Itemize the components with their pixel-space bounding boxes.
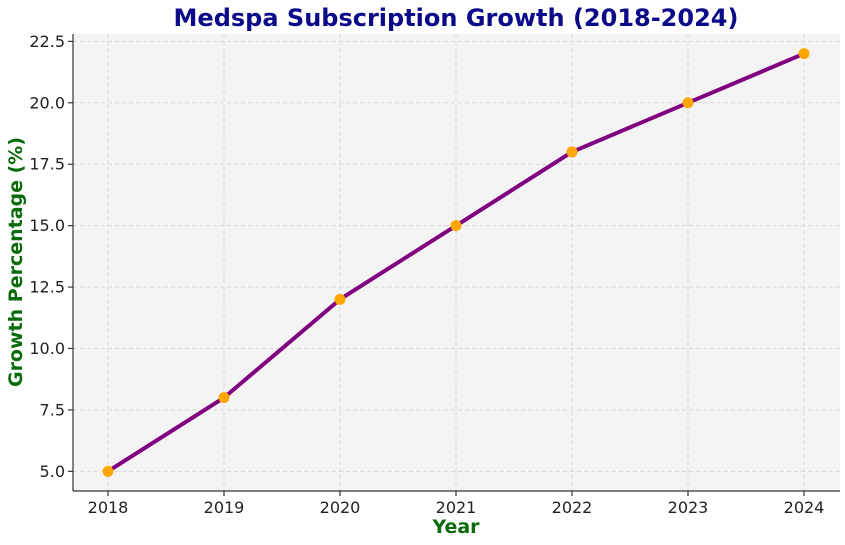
y-tick-label: 20.0	[29, 93, 65, 112]
data-point	[450, 220, 462, 232]
axis-ticks: 5.0 7.5 10.0 12.5 15.0 17.5 20.0 22.5 2018 2019 20…	[29, 32, 824, 517]
y-tick-label: 5.0	[40, 462, 65, 481]
data-point	[334, 293, 346, 305]
data-point	[218, 392, 230, 404]
x-tick-label: 2021	[436, 498, 477, 517]
y-tick-label: 10.0	[29, 339, 65, 358]
data-point	[566, 146, 578, 158]
x-tick-label: 2024	[784, 498, 825, 517]
x-axis-label: Year	[431, 516, 480, 538]
data-point	[102, 465, 114, 477]
chart-title: Medspa Subscription Growth (2018-2024)	[174, 4, 739, 32]
data-point	[682, 97, 694, 109]
y-tick-label: 7.5	[40, 400, 65, 419]
data-point	[798, 48, 810, 60]
series-layer	[102, 48, 810, 477]
x-tick-label: 2019	[204, 498, 245, 517]
y-tick-label: 17.5	[29, 155, 65, 174]
grid-lines	[73, 34, 840, 491]
x-tick-label: 2022	[552, 498, 593, 517]
y-tick-label: 22.5	[29, 32, 65, 51]
y-tick-label: 12.5	[29, 278, 65, 297]
x-tick-label: 2018	[88, 498, 129, 517]
x-tick-label: 2020	[320, 498, 361, 517]
x-tick-label: 2023	[668, 498, 709, 517]
y-tick-label: 15.0	[29, 216, 65, 235]
y-axis-label: Growth Percentage (%)	[5, 137, 27, 387]
